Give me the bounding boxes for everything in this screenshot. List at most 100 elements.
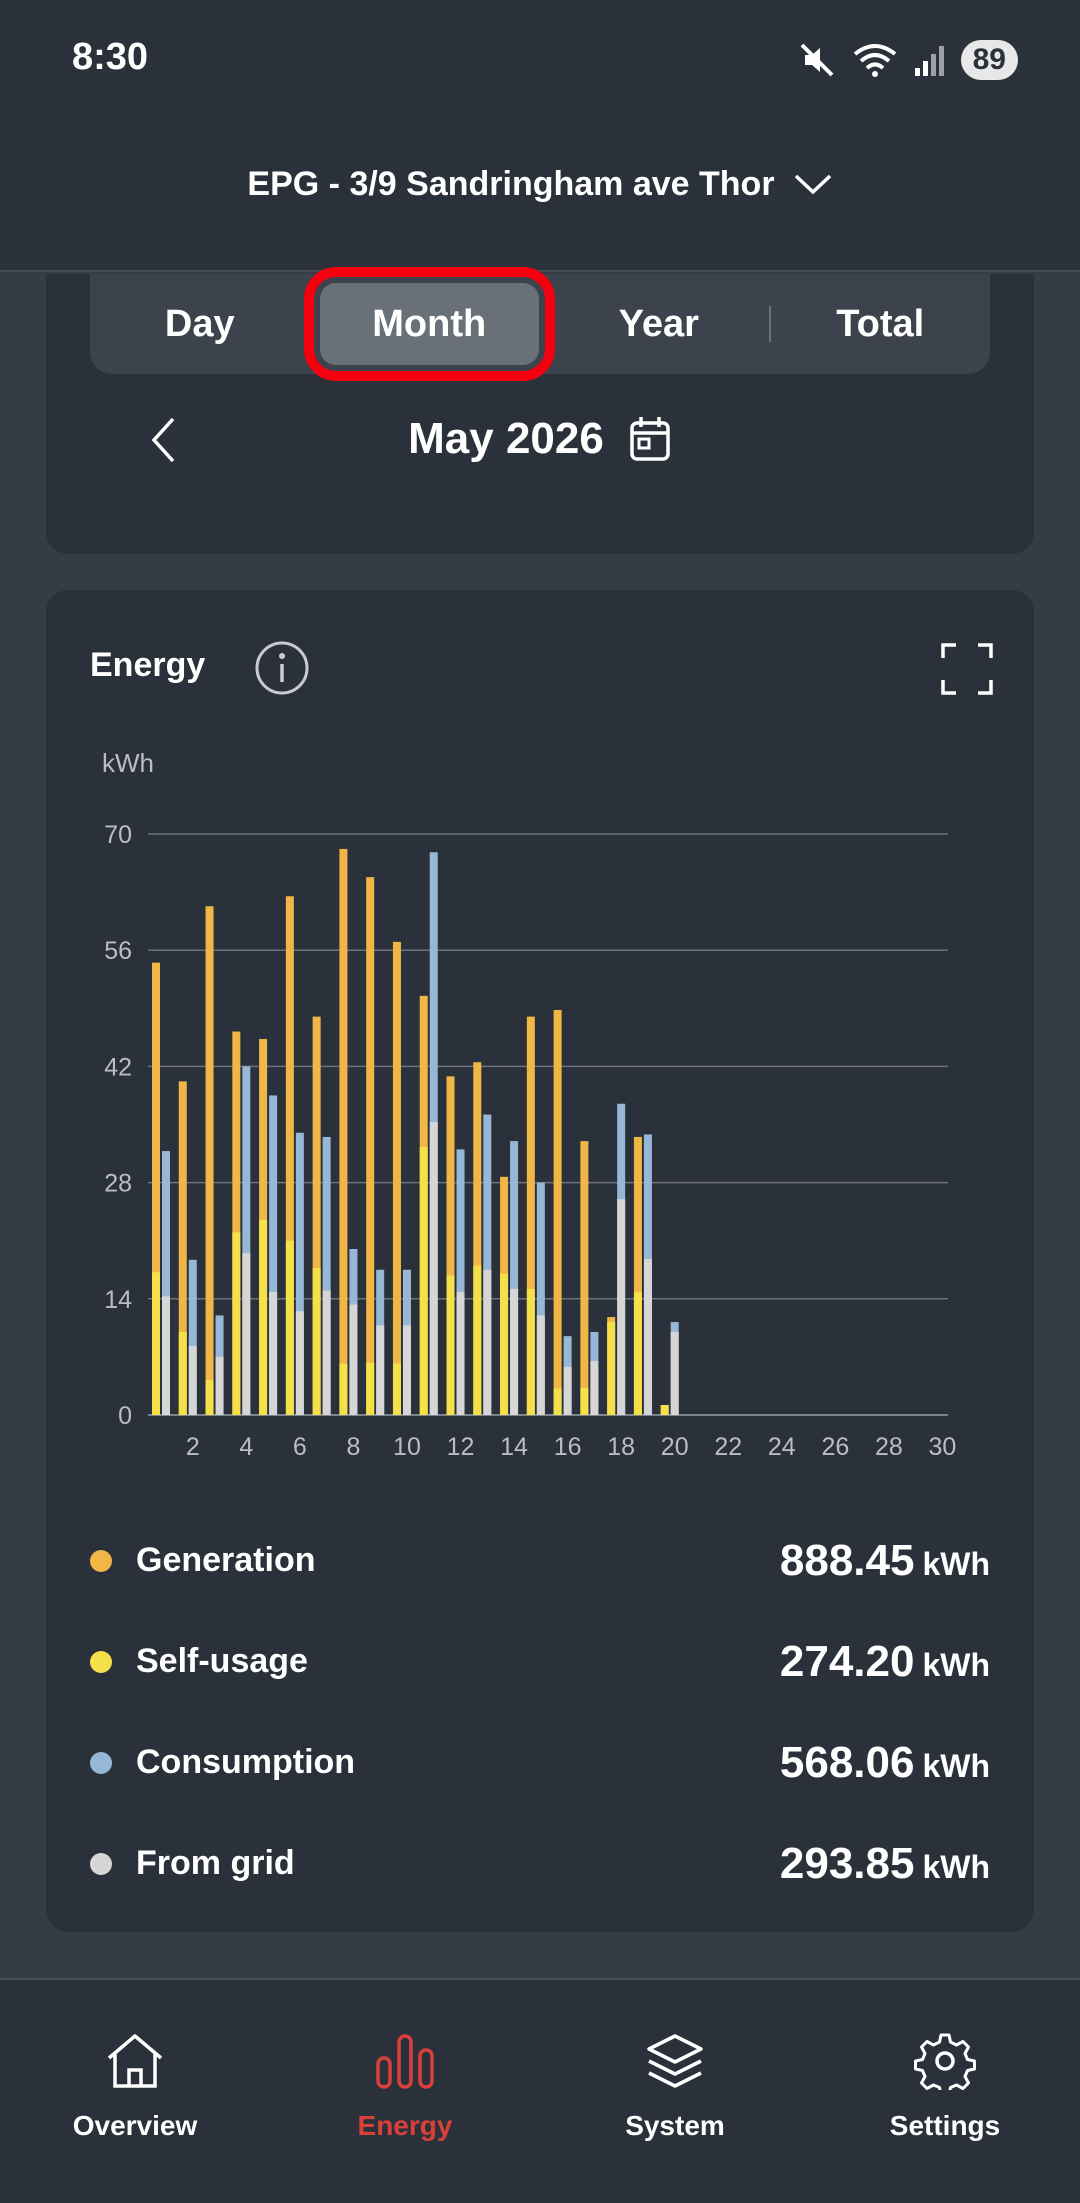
nav-energy[interactable]: Energy [270, 1980, 540, 2203]
info-icon[interactable] [254, 640, 310, 696]
x-tick-label: 8 [346, 1433, 360, 1461]
bar-consumption [295, 1132, 304, 1415]
tab-total[interactable]: Total [836, 303, 925, 345]
legend-dot-generation [90, 1549, 112, 1572]
legend-name-from-grid: From grid [136, 1844, 295, 1882]
legend-name-consumption: Consumption [136, 1743, 356, 1781]
x-tick-label: 18 [607, 1433, 635, 1461]
nav-label-overview: Overview [72, 2110, 198, 2141]
bar-generation [473, 1062, 482, 1415]
legend-unit-generation: kWh [922, 1545, 990, 1582]
bar-from-grid [269, 1292, 278, 1415]
bar-self-usage [500, 1273, 509, 1415]
x-tick-label: 6 [293, 1433, 307, 1461]
legend-dot-from-grid [90, 1852, 112, 1875]
layers-icon [647, 2034, 703, 2088]
bar-self-usage [205, 1380, 214, 1415]
period-card: Day Month Year Total May 2026 [46, 267, 1034, 554]
bar-generation [553, 1009, 562, 1415]
fullscreen-icon[interactable] [940, 642, 994, 696]
bar-generation [392, 941, 401, 1415]
bar-generation [205, 906, 214, 1415]
bar-generation [339, 848, 348, 1415]
bar-from-grid [242, 1253, 251, 1415]
bar-self-usage [446, 1275, 455, 1415]
nav-overview[interactable]: Overview [0, 1980, 270, 2203]
previous-month-button[interactable] [136, 412, 192, 468]
bar-from-grid [643, 1258, 652, 1415]
bar-self-usage [553, 1388, 562, 1415]
bar-self-usage [419, 1146, 428, 1415]
nav-label-energy: Energy [357, 2110, 453, 2141]
bar-from-grid [429, 1122, 438, 1415]
battery-indicator: 89 [960, 40, 1018, 80]
tab-month[interactable]: Month [303, 267, 555, 381]
legend-name-self-usage: Self-usage [136, 1642, 308, 1680]
x-tick-label: 26 [821, 1433, 849, 1461]
bar-consumption [483, 1114, 492, 1415]
bar-generation [285, 896, 294, 1415]
tab-year[interactable]: Year [618, 303, 699, 345]
site-selector[interactable]: EPG - 3/9 Sandringham ave Thor [0, 158, 1080, 210]
nav-settings[interactable]: Settings [810, 1980, 1080, 2203]
x-tick-label: 22 [714, 1433, 742, 1461]
bar-self-usage [392, 1363, 401, 1415]
nav-label-settings: Settings [889, 2110, 1001, 2141]
y-tick-label: 28 [104, 1170, 132, 1198]
legend-row-consumption: Consumption 568.06 kWh [90, 1712, 990, 1813]
bar-self-usage [232, 1232, 241, 1415]
bottom-nav: Overview Energy System Settings [0, 1978, 1080, 2203]
bar-from-grid [510, 1288, 519, 1415]
tab-divider [768, 306, 771, 342]
x-tick-label: 4 [239, 1433, 253, 1461]
bar-consumption [510, 1141, 519, 1415]
bar-generation [526, 1016, 535, 1415]
gear-icon [914, 2033, 976, 2090]
legend-row-generation: Generation 888.45 kWh [90, 1510, 990, 1611]
legend-name-generation: Generation [136, 1541, 316, 1579]
bar-from-grid [590, 1361, 599, 1415]
x-tick-label: 2 [186, 1433, 200, 1461]
bar-from-grid [295, 1311, 304, 1415]
y-tick-label: 42 [104, 1053, 132, 1081]
energy-card: Energy kWh 0 14 28 42 56 70 2 4 6 8 10 12 14 16 18 20 22 2… [46, 590, 1034, 1932]
nav-system[interactable]: System [540, 1980, 810, 2203]
legend-value-self-usage: 274.20 [779, 1636, 915, 1686]
bar-generation [366, 877, 375, 1415]
legend-unit-self-usage: kWh [922, 1646, 990, 1683]
bar-consumption [536, 1182, 545, 1415]
y-tick-label: 14 [104, 1286, 132, 1314]
legend-value-generation: 888.45 [779, 1535, 915, 1585]
bar-generation [232, 1031, 241, 1415]
bar-generation [312, 1016, 321, 1415]
calendar-icon[interactable] [628, 415, 672, 463]
x-tick-label: 10 [393, 1433, 421, 1461]
legend-dot-self-usage [90, 1650, 112, 1673]
bar-from-grid [162, 1296, 170, 1415]
bar-self-usage [152, 1272, 160, 1415]
legend-unit-from-grid: kWh [922, 1848, 990, 1885]
period-tabs: Day Month Year Total [90, 267, 990, 381]
home-icon [107, 2034, 163, 2088]
legend-row-self-usage: Self-usage 274.20 kWh [90, 1611, 990, 1712]
top-bar: 8:30 89 EPG - 3/9 Sandringham ave Thor [0, 0, 1080, 272]
bar-self-usage [473, 1265, 482, 1415]
bar-from-grid [563, 1366, 572, 1415]
bar-self-usage [285, 1240, 294, 1415]
bar-self-usage [178, 1332, 187, 1415]
bar-chart-icon [376, 2034, 434, 2089]
chevron-left-icon [151, 417, 175, 463]
y-tick-label: 56 [104, 937, 132, 965]
bar-generation [580, 1141, 589, 1415]
bar-consumption [456, 1149, 465, 1415]
y-axis-unit: kWh [102, 748, 154, 778]
energy-title: Energy [90, 646, 206, 684]
bar-from-grid [617, 1199, 626, 1415]
tab-day[interactable]: Day [164, 303, 235, 345]
x-tick-label: 28 [875, 1433, 903, 1461]
y-tick-label: 70 [104, 821, 132, 849]
mute-icon [800, 43, 834, 77]
bar-self-usage [660, 1405, 669, 1415]
bar-self-usage [580, 1387, 589, 1415]
bar-generation [152, 962, 160, 1415]
